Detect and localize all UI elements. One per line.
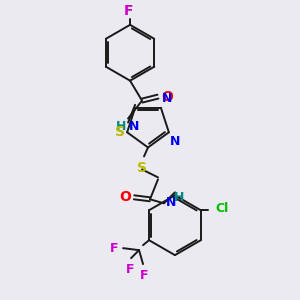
Text: F: F <box>123 4 133 18</box>
Text: N: N <box>166 196 176 209</box>
Text: F: F <box>140 269 148 282</box>
Text: H: H <box>116 119 126 133</box>
Text: N: N <box>170 135 180 148</box>
Text: N: N <box>129 119 140 133</box>
Text: S: S <box>115 125 125 139</box>
Text: H: H <box>174 191 184 204</box>
Text: N: N <box>162 92 172 105</box>
Text: S: S <box>137 161 147 176</box>
Text: Cl: Cl <box>216 202 229 215</box>
Text: F: F <box>126 263 134 276</box>
Text: O: O <box>119 190 131 204</box>
Text: O: O <box>161 90 173 104</box>
Text: F: F <box>110 242 118 255</box>
